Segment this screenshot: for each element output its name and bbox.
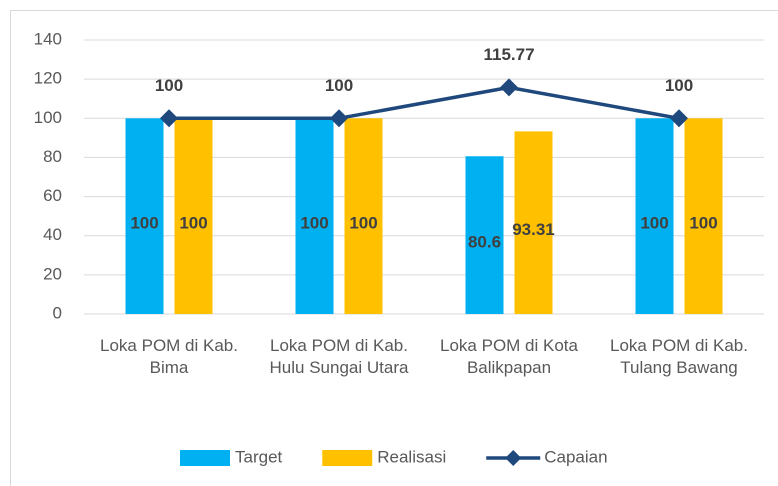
line-marker (160, 109, 178, 128)
y-tick-label: 60 (43, 186, 62, 205)
data-label: 80.6 (468, 233, 501, 252)
y-tick-label: 40 (43, 225, 62, 244)
legend-label: Target (235, 447, 283, 466)
data-label: 100 (130, 214, 158, 233)
y-tick-label: 120 (34, 69, 62, 88)
x-tick-label: Loka POM di Kota Balikpapan (440, 336, 578, 377)
legend-swatch (322, 450, 373, 466)
data-label: 100 (349, 214, 377, 233)
data-label: 100 (179, 214, 207, 233)
y-tick-label: 20 (43, 264, 62, 283)
data-label: 100 (155, 76, 183, 95)
x-tick-label: Loka POM di Kab. Bima (100, 336, 238, 377)
data-label: 100 (665, 76, 693, 95)
data-label: 100 (689, 214, 717, 233)
legend-label: Capaian (544, 447, 607, 466)
bar (465, 156, 504, 314)
y-tick-label: 0 (53, 303, 62, 322)
chart-border (10, 10, 778, 486)
line (169, 85, 680, 121)
legend-label: Realisasi (377, 447, 446, 466)
legend-swatch (180, 450, 230, 466)
bar (295, 118, 334, 315)
y-tick-label: 140 (34, 29, 62, 48)
bar (125, 118, 164, 315)
y-tick-label: 100 (34, 108, 62, 127)
data-label: 115.77 (483, 45, 534, 64)
line-marker (330, 109, 348, 128)
x-tick-label: Loka POM di Kab. Tulang Bawang (610, 336, 748, 377)
line-marker (500, 78, 518, 97)
data-label: 100 (325, 76, 353, 95)
x-tick-label: Loka POM di Kab. Hulu Sungai Utara (269, 336, 409, 377)
data-label: 100 (300, 214, 328, 233)
data-label: 93.31 (512, 220, 555, 239)
y-tick-label: 80 (43, 147, 62, 166)
line-marker (670, 109, 688, 128)
bar (635, 118, 674, 315)
data-label: 100 (640, 214, 668, 233)
bar (684, 118, 723, 315)
bar (344, 118, 383, 315)
bar (514, 131, 553, 314)
bar (174, 118, 213, 315)
legend-swatch (505, 450, 522, 466)
